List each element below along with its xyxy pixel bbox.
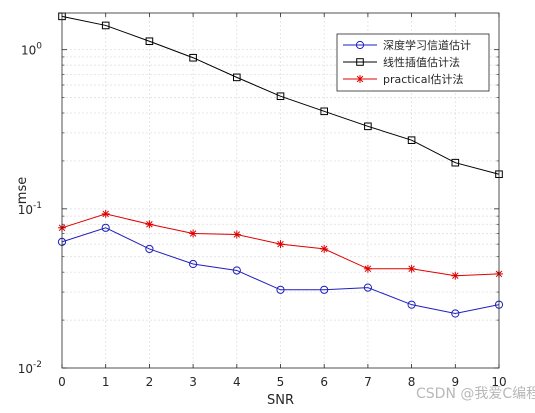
asterisk-stroke (146, 221, 153, 228)
asterisk-stroke (277, 240, 284, 248)
asterisk-marker (320, 244, 329, 253)
circle-marker (101, 223, 110, 232)
asterisk-marker (145, 220, 154, 229)
legend-item: 深度学习信道估计 (343, 38, 471, 52)
asterisk-stroke (189, 230, 197, 237)
series-group (57, 12, 504, 318)
circle-marker (276, 285, 285, 294)
asterisk-stroke (452, 272, 459, 279)
circle-marker (363, 283, 372, 292)
series (58, 209, 503, 280)
series (58, 12, 503, 179)
circle-marker (145, 244, 154, 254)
asterisk-marker (363, 264, 372, 273)
asterisk-marker (101, 209, 110, 218)
x-tick-label: 1 (102, 375, 110, 389)
y-tick-label: 10-1 (18, 201, 42, 217)
square-marker (233, 73, 241, 82)
circle-marker (320, 285, 329, 294)
square-marker (145, 37, 154, 46)
x-tick-label: 5 (277, 375, 285, 389)
asterisk-marker (356, 75, 364, 83)
circle-marker (407, 300, 416, 309)
square-marker (320, 107, 328, 116)
asterisk-marker (232, 230, 241, 239)
circle-marker (189, 259, 198, 269)
x-tick-label: 4 (233, 375, 241, 389)
asterisk-marker (451, 271, 460, 280)
square-marker (407, 136, 416, 144)
circle-marker (451, 309, 460, 318)
asterisk-stroke (233, 231, 241, 238)
x-tick-label: 8 (408, 375, 416, 389)
x-axis-label: SNR (267, 393, 294, 408)
x-tick-label: 0 (58, 375, 66, 389)
x-tick-label: 6 (320, 375, 328, 389)
y-axis-label: mse (15, 177, 30, 204)
asterisk-stroke (408, 265, 415, 273)
x-tick-label: 3 (189, 375, 197, 389)
circle-marker (355, 40, 365, 50)
series-line (61, 227, 500, 315)
circle-marker (232, 266, 241, 275)
legend-label: 深度学习信道估计 (383, 38, 471, 52)
asterisk-marker (189, 229, 198, 238)
square-marker (356, 58, 364, 66)
square-marker (101, 21, 110, 30)
series (57, 223, 504, 318)
square-marker (189, 53, 197, 62)
asterisk-stroke (356, 75, 364, 83)
legend-label: 线性插值估计法 (383, 55, 460, 69)
asterisk-stroke (320, 245, 328, 253)
asterisk-marker (276, 240, 285, 249)
legend-label: practical估计法 (383, 72, 464, 86)
y-tick-label: 10-2 (18, 360, 42, 376)
square-marker (364, 122, 372, 131)
x-tick-label: 7 (364, 375, 372, 389)
asterisk-marker (407, 264, 416, 273)
legend-item: practical估计法 (343, 72, 464, 86)
legend-item: 线性插值估计法 (343, 55, 460, 69)
square-marker (276, 92, 285, 101)
y-tick-label: 100 (21, 42, 42, 58)
asterisk-stroke (102, 210, 109, 218)
x-tick-label: 9 (451, 375, 459, 389)
x-tick-label: 10 (491, 375, 506, 389)
asterisk-stroke (364, 265, 372, 273)
x-tick-label: 2 (146, 375, 154, 389)
series-line (61, 15, 500, 175)
square-marker (451, 158, 460, 167)
grid (62, 13, 499, 368)
axes: 0 1 2 3 4 5 6 7 8 9 10 10-2 10-1 100 (18, 13, 507, 389)
watermark: CSDN @我爱C编程 (416, 386, 535, 402)
